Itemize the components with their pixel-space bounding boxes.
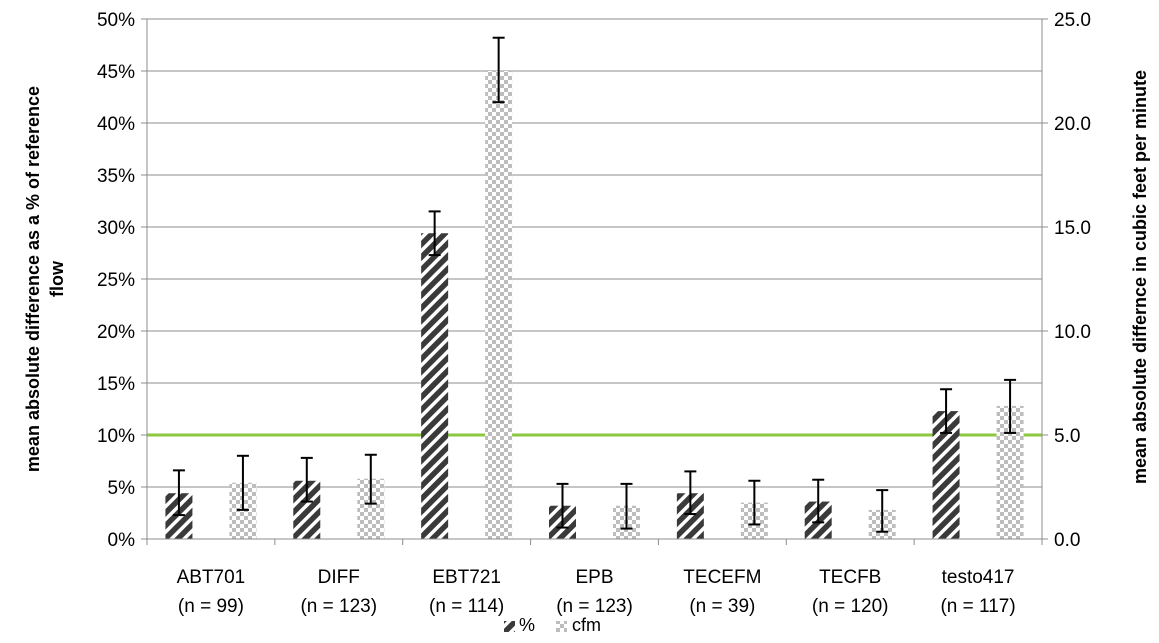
error-bars [172,36,1017,533]
category-label: EBT721 [432,567,501,588]
right-tick-label: 25.0 [1054,10,1091,31]
bar-cfm [485,71,513,539]
labels: 0% 5% 10% 15% 20% 25% 30% 35% 40% 45% 50% 0.0 5.0 10.… [23,10,1150,617]
right-tick-label: 0.0 [1054,530,1080,551]
category-sublabel: (n = 99) [178,596,244,617]
category-label: DIFF [318,567,360,588]
axes [141,18,1048,545]
left-tick-label: 5% [108,478,136,499]
left-axis-title: mean absolute difference as a % of refer… [23,86,43,472]
category-sublabel: (n = 123) [300,596,377,617]
left-tick-label: 0% [108,530,136,551]
category-sublabel: (n = 123) [556,596,633,617]
category-sublabel: (n = 114) [429,596,504,617]
legend: % cfm [504,615,601,635]
right-tick-label: 15.0 [1054,218,1091,239]
category-label: TECFB [819,567,881,588]
right-axis-title: mean absolute differnce in cubic feet pe… [1130,70,1150,484]
legend-label-percent: % [519,615,535,635]
bars [165,71,1024,540]
bar-percent [421,233,449,540]
category-sublabel: (n = 39) [689,596,755,617]
category-sublabel: (n = 120) [812,596,889,617]
category-label: TECEFM [683,567,761,588]
left-tick-label: 45% [97,62,135,83]
left-tick-label: 35% [97,166,135,187]
legend-swatch-cfm [556,621,567,632]
category-label: testo417 [942,567,1015,588]
right-tick-label: 5.0 [1054,426,1080,447]
legend-swatch-percent [504,621,515,632]
right-tick-label: 20.0 [1054,114,1091,135]
left-tick-label: 15% [97,374,135,395]
left-tick-label: 50% [97,10,135,31]
category-sublabel: (n = 117) [940,596,1015,617]
left-tick-label: 20% [97,322,135,343]
category-label: EPB [575,567,613,588]
category-label: ABT701 [177,567,246,588]
gridlines [147,18,1042,488]
legend-label-cfm: cfm [572,615,601,635]
left-axis-title-line2: flow [47,260,67,297]
left-tick-label: 40% [97,114,135,135]
left-tick-label: 10% [97,426,135,447]
left-tick-label: 25% [97,270,135,291]
right-tick-label: 10.0 [1054,322,1091,343]
left-tick-label: 30% [97,218,135,239]
